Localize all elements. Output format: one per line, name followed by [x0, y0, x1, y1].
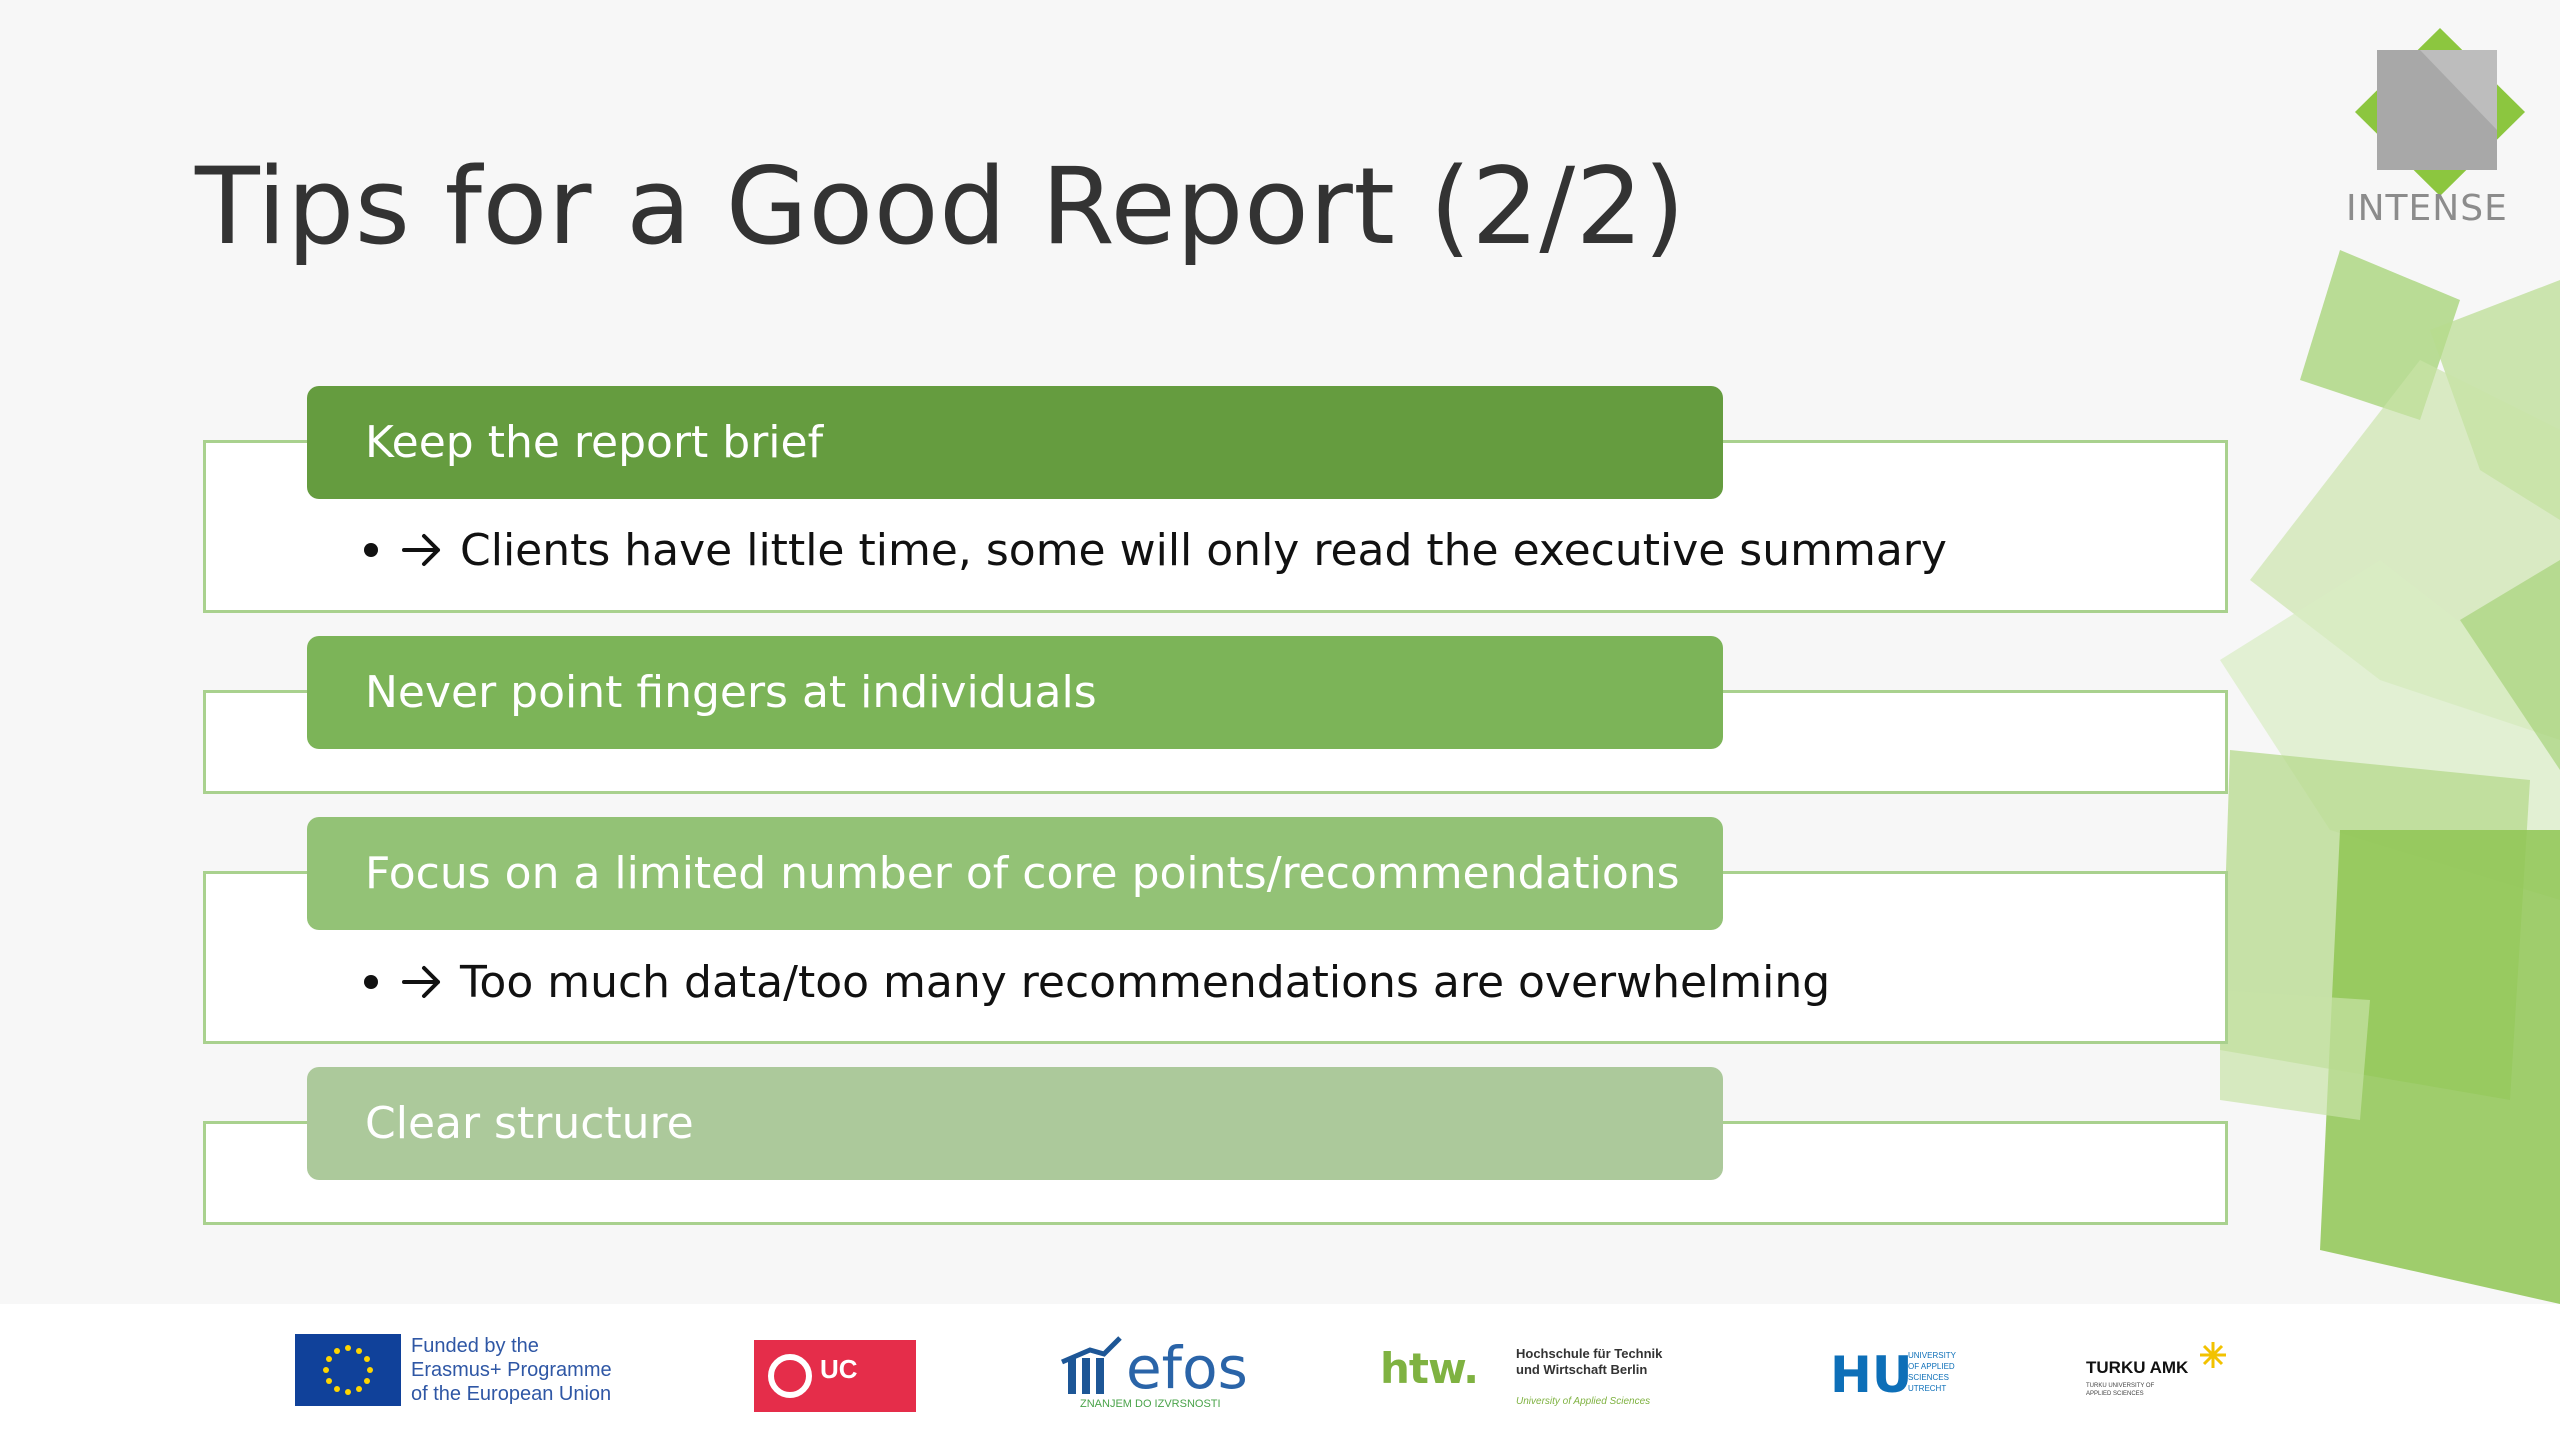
- uc-circle-icon: [768, 1354, 812, 1398]
- sun-icon: [2200, 1342, 2226, 1368]
- slide: INTENSE Tips for a Good Report (2/2) Kee…: [195, 0, 2560, 1304]
- hu-logo-mark: HU: [1830, 1346, 1913, 1404]
- efos-tagline: ZNANJEM DO IZVRSNOSTI: [1080, 1398, 1221, 1410]
- efos-logo-text: efos: [1126, 1334, 1248, 1402]
- slide-title: Tips for a Good Report (2/2): [195, 145, 1686, 268]
- section-header-3: Focus on a limited number of core points…: [307, 817, 1723, 930]
- intense-logo: [2340, 20, 2540, 230]
- hu-utrecht-logo: HU UNIVERSITY OF APPLIED SCIENCES UTRECH…: [1830, 1346, 1956, 1406]
- turku-logo-text: TURKU AMK: [2086, 1358, 2189, 1377]
- section-label-1: Keep the report brief: [365, 417, 824, 468]
- section-bullet-1: Clients have little time, some will only…: [364, 522, 1947, 578]
- efos-logo: efos ZNANJEM DO IZVRSNOSTI: [1060, 1332, 1248, 1412]
- arrow-right-icon: [400, 530, 444, 570]
- section-header-2: Never point fingers at individuals: [307, 636, 1723, 749]
- eu-flag-icon: [295, 1334, 401, 1406]
- section-bullet-3: Too much data/too many recommendations a…: [364, 954, 1830, 1010]
- decorative-green-shapes: [2220, 0, 2560, 1304]
- hu-logo-subtitle: UNIVERSITY OF APPLIED SCIENCES UTRECHT: [1908, 1351, 1957, 1393]
- htw-logo-text: Hochschule für Technik und Wirtschaft Be…: [1516, 1346, 1663, 1377]
- turku-logo-subtitle: TURKU UNIVERSITY OF APPLIED SCIENCES: [2086, 1383, 2155, 1397]
- intense-logo-text: INTENSE: [2346, 188, 2508, 229]
- bullet-text-3: Too much data/too many recommendations a…: [460, 956, 1831, 1008]
- turku-amk-logo: TURKU AMK TURKU UNIVERSITY OF APPLIED SC…: [2086, 1342, 2226, 1404]
- bullet-dot-icon: [364, 975, 378, 989]
- section-header-1: Keep the report brief: [307, 386, 1723, 499]
- htw-logo-mark: htw.: [1380, 1344, 1479, 1393]
- footer-logos: Funded by the Erasmus+ Programme of the …: [0, 1304, 2560, 1440]
- efos-columns-icon: [1061, 1336, 1122, 1394]
- arrow-right-icon: [400, 962, 444, 1002]
- uc-logo-text: UC: [820, 1354, 858, 1384]
- bullet-text-1: Clients have little time, some will only…: [460, 524, 1947, 576]
- htw-logo-subtitle: University of Applied Sciences: [1516, 1396, 1651, 1407]
- eu-funding-text: Funded by the Erasmus+ Programme of the …: [411, 1335, 612, 1405]
- bullet-dot-icon: [364, 543, 378, 557]
- section-label-2: Never point fingers at individuals: [365, 667, 1097, 718]
- htw-berlin-logo: htw. Hochschule für Technik und Wirtscha…: [1380, 1344, 1680, 1414]
- section-label-3: Focus on a limited number of core points…: [365, 848, 1680, 899]
- uc-leuven-logo: UC: [754, 1340, 916, 1412]
- section-header-4: Clear structure: [307, 1067, 1723, 1180]
- section-label-4: Clear structure: [365, 1098, 694, 1149]
